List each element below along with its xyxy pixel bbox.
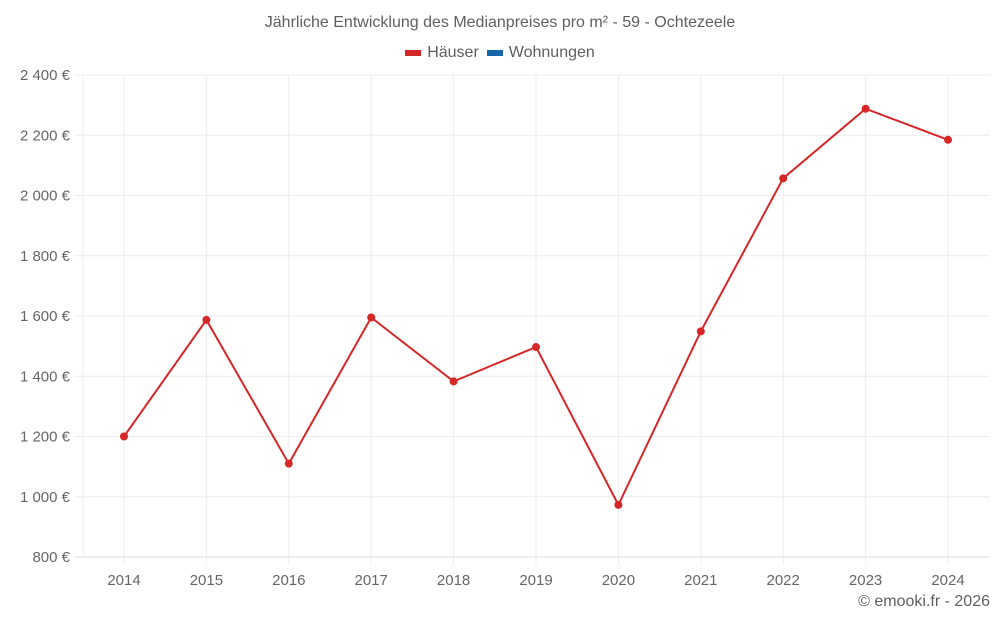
data-point[interactable] [779,174,788,183]
legend-label-wohnungen: Wohnungen [508,44,595,61]
x-tick-label: 2016 [272,572,305,589]
y-tick-label: 1 200 € [20,429,71,446]
y-axis: 800 € 1 000 € 1 200 € 1 400 € 1 600 € 1 800 €… [20,67,71,566]
legend-swatch-haeuser [405,50,422,56]
y-tick-label: 1 000 € [20,489,71,506]
x-tick-label: 2022 [767,572,800,589]
data-point[interactable] [367,313,376,322]
chart-legend: Häuser Wohnungen [0,44,1000,62]
x-tick-label: 2023 [849,572,882,589]
x-tick-label: 2014 [107,572,140,589]
legend-label-haeuser: Häuser [427,44,479,61]
y-tick-label: 2 200 € [20,127,71,144]
x-tick-label: 2020 [602,572,635,589]
grid-lines [75,74,990,565]
x-axis: 2014 2015 2016 2017 2018 2019 2020 2021 2022 2023… [107,572,964,589]
x-tick-label: 2021 [684,572,717,589]
data-point[interactable] [284,459,293,468]
chart-title: Jährliche Entwicklung des Medianpreises … [264,14,736,31]
data-point[interactable] [449,377,458,386]
y-tick-label: 800 € [32,549,70,566]
data-point[interactable] [944,135,952,144]
x-tick-label: 2018 [437,572,470,589]
y-tick-label: 1 600 € [20,308,71,325]
data-point[interactable] [696,327,705,336]
data-point[interactable] [120,432,128,441]
y-tick-label: 2 000 € [20,188,71,205]
y-tick-label: 1 800 € [20,248,71,265]
data-point[interactable] [861,104,870,113]
x-tick-label: 2017 [355,572,388,589]
legend-item-wohnungen[interactable]: Wohnungen [486,44,595,62]
legend-item-haeuser[interactable]: Häuser [405,44,479,62]
series-haeuser [120,104,952,509]
legend-swatch-wohnungen [486,50,503,56]
copyright-credit: © emooki.fr - 2026 [858,593,990,610]
x-tick-label: 2015 [190,572,223,589]
x-tick-label: 2024 [931,572,964,589]
data-point[interactable] [202,315,211,324]
data-point[interactable] [614,500,623,509]
y-tick-label: 2 400 € [20,67,71,84]
data-point[interactable] [532,343,540,352]
x-tick-label: 2019 [519,572,552,589]
y-tick-label: 1 400 € [20,368,71,385]
